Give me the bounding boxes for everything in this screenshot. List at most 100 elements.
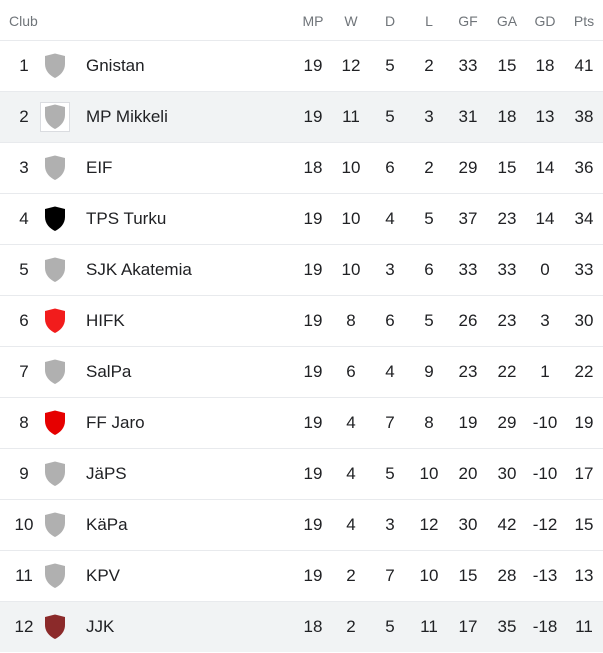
table-row[interactable]: 9 JäPS 19 4 5 10 20 30 -10 17 <box>0 448 603 499</box>
shield-icon <box>40 51 70 81</box>
rank-cell: 7 <box>19 362 29 381</box>
l-cell: 5 <box>424 311 434 330</box>
ga-cell: 29 <box>497 413 517 432</box>
d-cell: 6 <box>385 311 395 330</box>
club-name[interactable]: HIFK <box>86 311 125 330</box>
l-cell: 6 <box>424 260 434 279</box>
gf-cell: 31 <box>458 107 478 126</box>
table-row[interactable]: 10 KäPa 19 4 3 12 30 42 -12 15 <box>0 499 603 550</box>
mp-cell: 19 <box>303 464 323 483</box>
mp-cell: 19 <box>303 107 323 126</box>
rank-cell: 5 <box>19 260 29 279</box>
table-body: 1 Gnistan 19 12 5 2 33 15 18 41 2 MP Mikkeli 19 11 5 3 3… <box>0 40 603 652</box>
w-cell: 6 <box>346 362 356 381</box>
header-pts: Pts <box>573 13 595 29</box>
ga-cell: 23 <box>497 311 517 330</box>
club-name[interactable]: KäPa <box>86 515 128 534</box>
table-header: Club MP W D L GF GA GD Pts <box>0 0 603 40</box>
mp-cell: 19 <box>303 515 323 534</box>
table-row[interactable]: 12 JJK 18 2 5 11 17 35 -18 11 <box>0 601 603 652</box>
ga-cell: 28 <box>497 566 517 585</box>
ga-cell: 33 <box>497 260 517 279</box>
mp-cell: 19 <box>303 566 323 585</box>
d-cell: 7 <box>385 566 395 585</box>
gd-cell: 14 <box>535 158 555 177</box>
club-name[interactable]: MP Mikkeli <box>86 107 168 126</box>
shield-icon <box>40 459 70 489</box>
club-name[interactable]: JJK <box>86 617 115 636</box>
table-row[interactable]: 3 EIF 18 10 6 2 29 15 14 36 <box>0 142 603 193</box>
table-row[interactable]: 8 FF Jaro 19 4 7 8 19 29 -10 19 <box>0 397 603 448</box>
mp-cell: 19 <box>303 56 323 75</box>
d-cell: 5 <box>385 107 395 126</box>
l-cell: 2 <box>424 56 434 75</box>
gd-cell: -10 <box>532 413 558 432</box>
w-cell: 11 <box>342 107 360 126</box>
rank-cell: 3 <box>19 158 29 177</box>
rank-cell: 12 <box>14 617 34 636</box>
pts-cell: 15 <box>574 515 594 534</box>
shield-icon <box>40 357 70 387</box>
d-cell: 3 <box>385 260 395 279</box>
club-name[interactable]: KPV <box>86 566 121 585</box>
table-row[interactable]: 11 KPV 19 2 7 10 15 28 -13 13 <box>0 550 603 601</box>
gf-cell: 30 <box>458 515 478 534</box>
gd-cell: 13 <box>535 107 555 126</box>
table-row[interactable]: 4 TPS Turku 19 10 4 5 37 23 14 34 <box>0 193 603 244</box>
club-name[interactable]: EIF <box>86 158 113 177</box>
club-name[interactable]: FF Jaro <box>86 413 145 432</box>
table-row[interactable]: 1 Gnistan 19 12 5 2 33 15 18 41 <box>0 40 603 91</box>
club-name[interactable]: SalPa <box>86 362 132 381</box>
gf-cell: 23 <box>458 362 478 381</box>
l-cell: 11 <box>420 617 438 636</box>
rank-cell: 10 <box>14 515 34 534</box>
w-cell: 10 <box>341 158 361 177</box>
rank-cell: 1 <box>19 56 29 75</box>
d-cell: 5 <box>385 56 395 75</box>
w-cell: 4 <box>346 413 356 432</box>
club-name[interactable]: TPS Turku <box>86 209 167 228</box>
w-cell: 10 <box>341 260 361 279</box>
gd-cell: 1 <box>540 362 550 381</box>
gd-cell: 0 <box>540 260 550 279</box>
club-name[interactable]: SJK Akatemia <box>86 260 192 279</box>
l-cell: 9 <box>424 362 434 381</box>
w-cell: 12 <box>341 56 361 75</box>
pts-cell: 34 <box>574 209 594 228</box>
mp-cell: 19 <box>303 311 323 330</box>
club-name[interactable]: Gnistan <box>86 56 145 75</box>
pts-cell: 17 <box>574 464 594 483</box>
pts-cell: 22 <box>574 362 594 381</box>
table-row[interactable]: 7 SalPa 19 6 4 9 23 22 1 22 <box>0 346 603 397</box>
gf-cell: 33 <box>458 56 478 75</box>
shield-icon <box>40 408 70 438</box>
table-row[interactable]: 6 HIFK 19 8 6 5 26 23 3 30 <box>0 295 603 346</box>
pts-cell: 36 <box>574 158 594 177</box>
header-ga: GA <box>496 13 518 29</box>
gf-cell: 33 <box>458 260 478 279</box>
pts-cell: 13 <box>574 566 594 585</box>
pts-cell: 11 <box>575 617 593 636</box>
table-row[interactable]: 2 MP Mikkeli 19 11 5 3 31 18 13 38 <box>0 91 603 142</box>
pts-cell: 30 <box>574 311 594 330</box>
shield-icon <box>40 255 70 285</box>
gd-cell: 3 <box>540 311 550 330</box>
l-cell: 10 <box>419 464 439 483</box>
gd-cell: -12 <box>532 515 558 534</box>
l-cell: 10 <box>419 566 439 585</box>
pts-cell: 38 <box>574 107 594 126</box>
shield-icon <box>40 204 70 234</box>
header-gd: GD <box>534 13 556 29</box>
gf-cell: 20 <box>458 464 478 483</box>
l-cell: 12 <box>419 515 439 534</box>
ga-cell: 15 <box>497 158 517 177</box>
d-cell: 4 <box>385 362 395 381</box>
d-cell: 5 <box>385 617 395 636</box>
gf-cell: 26 <box>458 311 478 330</box>
w-cell: 10 <box>341 209 361 228</box>
club-name[interactable]: JäPS <box>86 464 127 483</box>
rank-cell: 4 <box>19 209 29 228</box>
table-row[interactable]: 5 SJK Akatemia 19 10 3 6 33 33 0 33 <box>0 244 603 295</box>
d-cell: 6 <box>385 158 395 177</box>
ga-cell: 15 <box>497 56 517 75</box>
